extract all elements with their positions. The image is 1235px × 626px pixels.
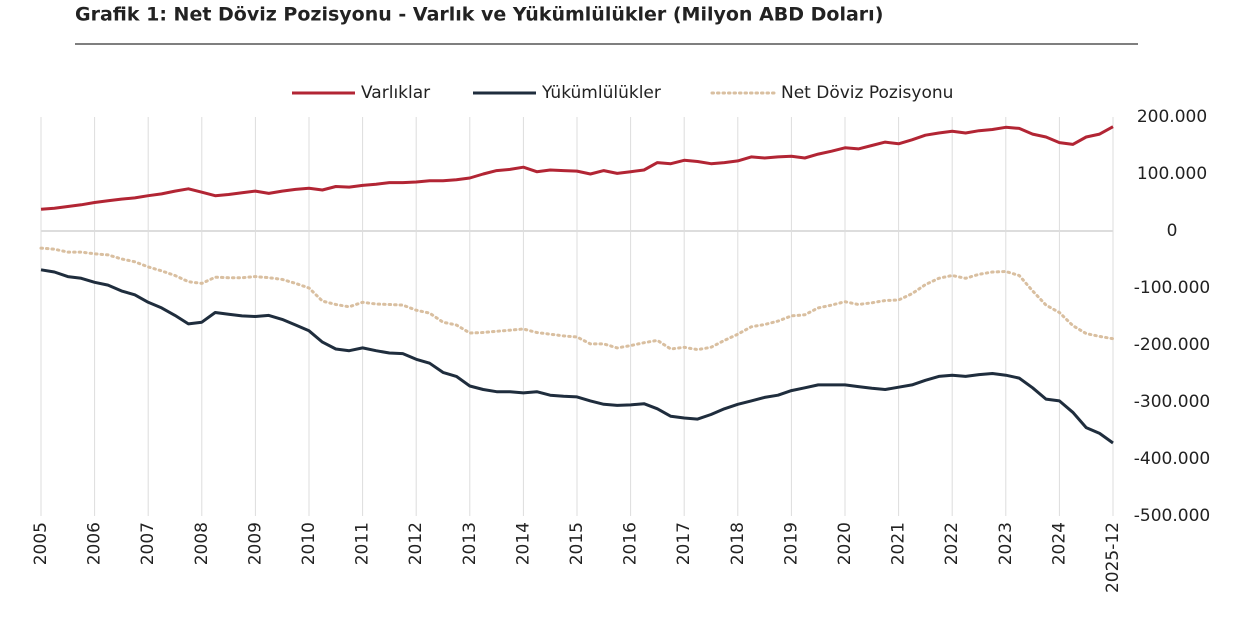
x-tick-label: 2008 (192, 522, 212, 565)
y-tick-label: 0 (1167, 221, 1178, 241)
x-tick-label: 2006 (85, 522, 105, 565)
x-tick-label: 2016 (621, 522, 641, 565)
legend-label: Net Döviz Pozisyonu (781, 83, 953, 103)
x-tick-label: 2009 (245, 522, 265, 565)
legend-label: Varlıklar (361, 83, 430, 103)
x-tick-label: 2013 (460, 522, 480, 565)
legend-label: Yükümlülükler (541, 83, 661, 103)
x-tick-label: 2007 (138, 522, 158, 565)
y-tick-label: 100.000 (1137, 164, 1207, 184)
x-tick-label: 2022 (942, 522, 962, 565)
y-tick-label: -200.000 (1134, 335, 1210, 355)
x-tick-label: 2014 (513, 522, 533, 565)
y-tick-label: -400.000 (1134, 449, 1210, 469)
x-tick-label: 2011 (353, 522, 373, 565)
x-tick-label: 2005 (31, 522, 51, 565)
x-tick-label: 2018 (728, 522, 748, 565)
x-tick-label: 2025-12 (1103, 522, 1123, 593)
series-line (40, 268, 1114, 445)
y-tick-label: -300.000 (1134, 392, 1210, 412)
x-tick-label: 2017 (674, 522, 694, 565)
x-tick-label: 2015 (567, 522, 587, 565)
x-tick-label: 2012 (406, 522, 426, 565)
x-tick-label: 2023 (996, 522, 1016, 565)
y-tick-label: -500.000 (1134, 506, 1210, 526)
series-line (39, 246, 1115, 352)
y-tick-label: 200.000 (1137, 107, 1207, 127)
chart-title: Grafik 1: Net Döviz Pozisyonu - Varlık v… (75, 4, 883, 26)
x-tick-label: 2019 (781, 522, 801, 565)
series-line (40, 125, 1114, 211)
x-tick-label: 2021 (889, 522, 909, 565)
x-tick-label: 2024 (1049, 522, 1069, 565)
y-tick-label: -100.000 (1134, 278, 1210, 298)
x-tick-label: 2010 (299, 522, 319, 565)
x-tick-label: 2020 (835, 522, 855, 565)
